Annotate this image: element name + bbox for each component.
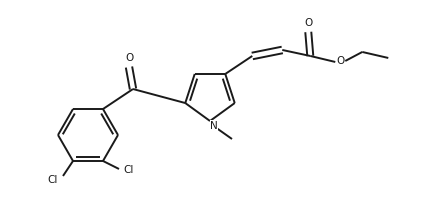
Text: O: O: [125, 53, 133, 63]
Text: O: O: [304, 18, 313, 28]
Text: O: O: [336, 56, 344, 66]
Text: Cl: Cl: [48, 175, 58, 185]
Text: Cl: Cl: [124, 165, 134, 175]
Text: N: N: [210, 121, 218, 131]
